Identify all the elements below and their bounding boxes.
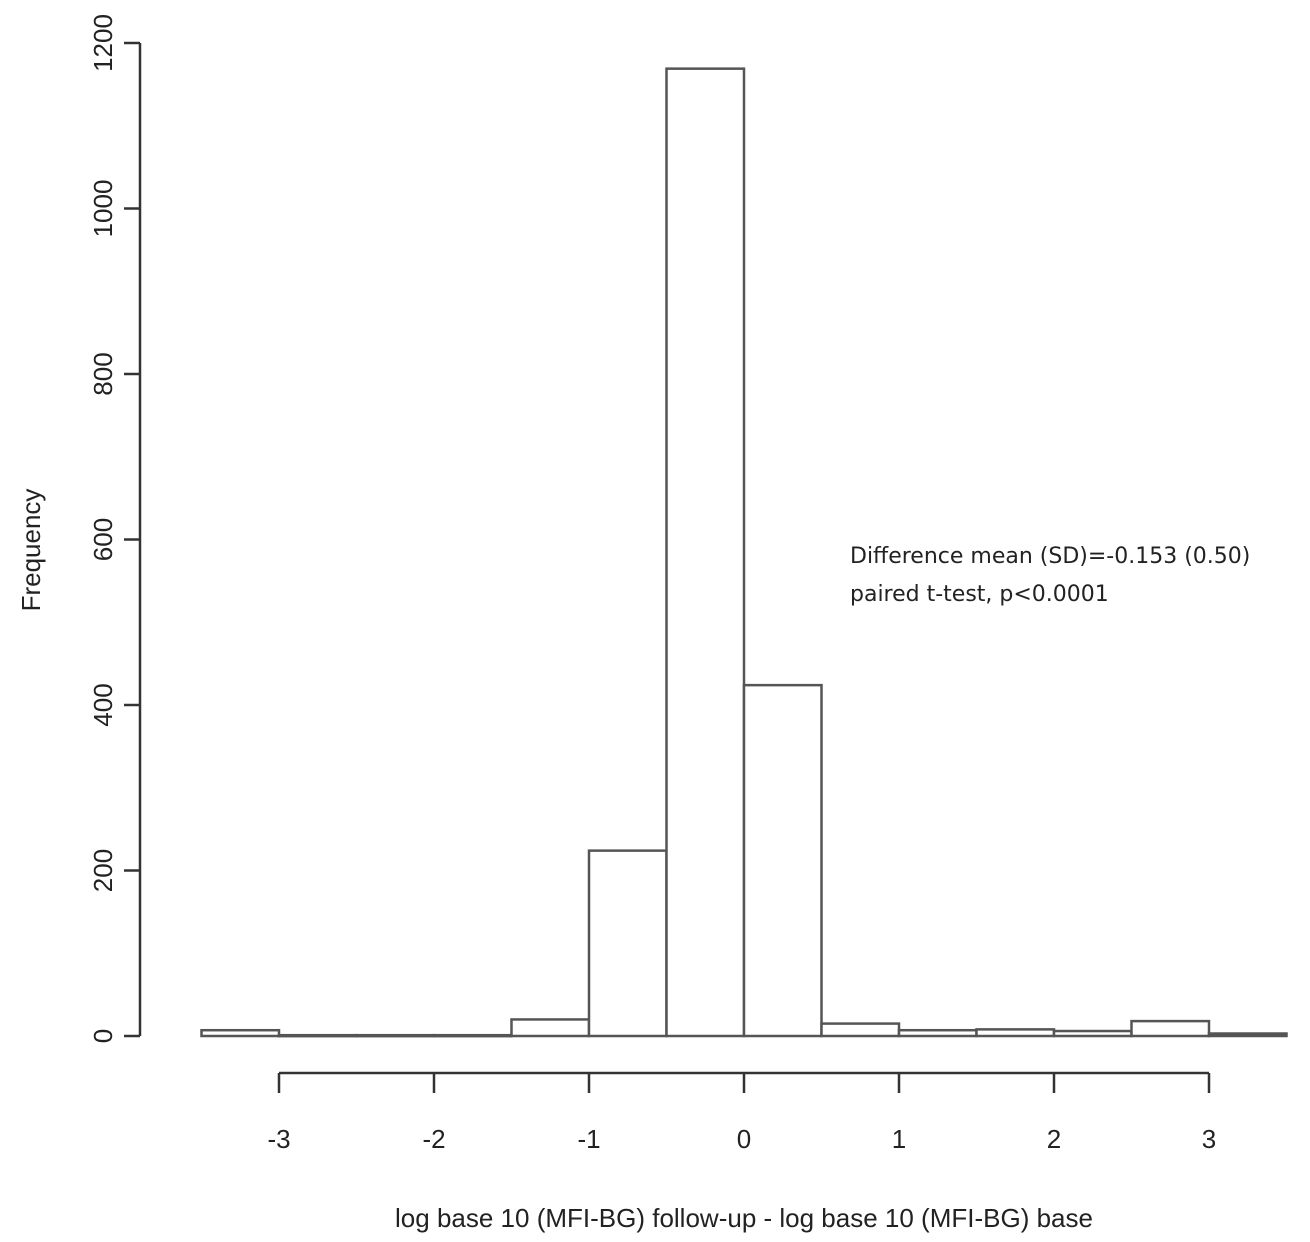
y-tick-label-3: 600: [88, 518, 118, 561]
annotation-t-test: paired t-test, p<0.0001: [850, 582, 1109, 607]
x-tick-label-2: -1: [577, 1124, 600, 1154]
histogram-bar-8: [820, 1022, 901, 1038]
histogram-bar-10: [975, 1028, 1056, 1038]
y-axis: 0 200 400 600 800 1000 1200: [88, 14, 142, 1043]
histogram-bar-11: [1052, 1029, 1133, 1038]
annotation-mean-sd: Difference mean (SD)=-0.153 (0.50): [850, 544, 1250, 569]
y-axis-title: Frequency: [16, 489, 46, 612]
x-tick-label-1: -2: [422, 1124, 445, 1154]
histogram-bar-2: [355, 1033, 436, 1038]
x-tick-label-4: 1: [892, 1124, 906, 1154]
histogram-bar-13: [1207, 1032, 1288, 1038]
histogram-bar-0: [200, 1028, 281, 1038]
histogram-bar-9: [897, 1028, 978, 1038]
y-tick-label-0: 0: [88, 1029, 118, 1043]
histogram-bars: [200, 67, 1288, 1038]
x-tick-label-0: -3: [267, 1124, 290, 1154]
x-axis: -3 -2 -1 0 1 2 3: [267, 1071, 1216, 1154]
histogram-bar-12: [1130, 1019, 1211, 1038]
histogram-bar-4: [510, 1018, 591, 1038]
histogram-bar-3: [432, 1033, 513, 1038]
y-tick-label-2: 400: [88, 683, 118, 726]
x-axis-title: log base 10 (MFI-BG) follow-up - log bas…: [395, 1203, 1093, 1233]
y-tick-label-6: 1200: [88, 14, 118, 72]
histogram-bar-1: [277, 1033, 358, 1038]
x-tick-label-3: 0: [737, 1124, 751, 1154]
histogram-bar-5: [587, 849, 668, 1038]
histogram-bar-7: [742, 683, 823, 1038]
y-tick-label-5: 1000: [88, 180, 118, 238]
y-tick-label-4: 800: [88, 352, 118, 395]
y-tick-label-1: 200: [88, 849, 118, 892]
x-tick-label-5: 2: [1047, 1124, 1061, 1154]
histogram-bar-6: [665, 67, 746, 1038]
x-tick-label-6: 3: [1202, 1124, 1216, 1154]
